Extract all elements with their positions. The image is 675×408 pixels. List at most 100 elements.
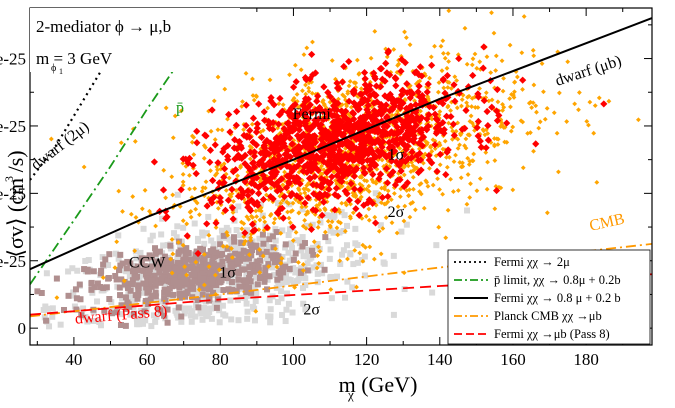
fermi-2sigma-point: [232, 125, 238, 131]
ccw-1sigma-point: [148, 283, 155, 290]
y-tick-label: 6e-25: [0, 117, 26, 136]
fermi-2sigma-point: [346, 83, 352, 89]
fermi-2sigma-point: [383, 162, 389, 168]
ccw-2sigma-point: [252, 274, 259, 281]
ccw-2sigma-point: [347, 250, 354, 257]
fermi-1sigma-point: [383, 179, 392, 187]
fermi-2sigma-point: [345, 256, 350, 262]
fermi-2sigma-point: [452, 74, 458, 80]
fermi-1sigma-point: [370, 113, 379, 121]
fermi-1sigma-point: [250, 175, 258, 183]
ccw-2sigma-point: [344, 222, 351, 229]
fermi-1sigma-point: [310, 135, 318, 143]
fermi-2sigma-point: [502, 139, 508, 145]
fermi-1sigma-point: [377, 103, 385, 111]
fermi-2sigma-point: [378, 251, 384, 257]
fermi-2sigma-point: [244, 214, 250, 220]
fermi-2sigma-point: [397, 194, 403, 200]
ccw-1sigma-point: [216, 273, 223, 280]
ccw-2sigma-point: [201, 240, 208, 247]
ccw-2sigma-point: [292, 269, 299, 276]
fermi-1sigma-point: [280, 193, 289, 201]
legend-label: p̄ limit, χχ → 0.8μ + 0.2b: [494, 273, 621, 287]
ccw-2sigma-point: [70, 292, 77, 299]
ccw-2sigma-point: [211, 300, 218, 307]
fermi-1sigma-point: [349, 154, 357, 162]
fermi-2sigma-point: [428, 144, 434, 150]
fermi-1sigma-point: [248, 220, 257, 228]
fermi-1sigma-point: [291, 149, 299, 157]
fermi-1sigma-point: [391, 102, 399, 110]
fermi-1sigma-point: [237, 185, 245, 193]
fermi-2sigma-point: [170, 251, 176, 257]
fermi-1sigma-point: [330, 145, 338, 153]
ccw-2sigma-point: [390, 252, 397, 259]
fermi-1sigma-point: [246, 148, 254, 156]
fermi-2sigma-point: [507, 42, 513, 48]
ccw-2sigma-point: [49, 305, 56, 312]
ccw-2sigma-point: [127, 311, 134, 318]
fermi-1sigma-point: [408, 115, 417, 124]
fermi-1sigma-point: [347, 145, 355, 153]
ccw-1sigma-point: [261, 275, 268, 282]
fermi-2sigma-point: [303, 82, 308, 88]
fermi-2sigma-point: [342, 228, 348, 234]
ccw-2sigma-point: [57, 321, 64, 328]
fermi-2sigma-point: [369, 104, 375, 110]
fermi-2sigma-point: [433, 153, 439, 159]
fermi-1sigma-point: [428, 159, 436, 167]
annotation-label: 1σ: [219, 265, 236, 282]
fermi-2sigma-point: [169, 237, 175, 242]
fermi-1sigma-point: [479, 64, 487, 72]
fermi-2sigma-point: [441, 51, 446, 56]
ccw-1sigma-point: [146, 280, 153, 287]
ccw-1sigma-point: [243, 289, 250, 296]
fermi-2sigma-point: [469, 62, 475, 68]
fermi-1sigma-point: [450, 131, 458, 139]
fermi-1sigma-point: [260, 142, 268, 150]
ccw-1sigma-point: [260, 240, 267, 247]
fermi-2sigma-point: [168, 256, 174, 262]
ccw-1sigma-point: [100, 285, 107, 292]
ccw-1sigma-point: [162, 297, 169, 304]
ccw-1sigma-point: [224, 245, 231, 252]
fermi-2sigma-point: [239, 103, 245, 109]
ccw-2sigma-point: [354, 259, 361, 266]
y-tick-label: 4e-25: [0, 184, 26, 203]
fermi-1sigma-point: [306, 101, 314, 109]
fermi-1sigma-point: [374, 128, 382, 136]
fermi-2sigma-point: [243, 70, 249, 76]
ccw-2sigma-point: [216, 319, 223, 326]
ccw-2sigma-point: [188, 318, 195, 325]
ccw-1sigma-point: [178, 313, 185, 320]
fermi-2sigma-point: [334, 225, 340, 231]
fermi-1sigma-point: [334, 192, 342, 200]
fermi-1sigma-point: [216, 198, 225, 206]
fermi-1sigma-point: [245, 205, 254, 213]
fermi-2sigma-point: [306, 80, 312, 86]
fermi-1sigma-point: [283, 162, 291, 170]
fermi-1sigma-point: [322, 114, 330, 123]
x-axis-title: m (GeV): [339, 372, 418, 397]
fermi-1sigma-point: [183, 232, 191, 240]
ccw-1sigma-point: [189, 263, 196, 270]
ccw-1sigma-point: [299, 243, 306, 250]
fermi-2sigma-point: [372, 214, 378, 220]
ccw-1sigma-point: [184, 288, 191, 295]
ccw-1sigma-point: [211, 253, 218, 260]
ccw-1sigma-point: [304, 267, 311, 274]
ccw-2sigma-point: [304, 253, 311, 260]
ccw-1sigma-point: [233, 268, 240, 275]
ccw-2sigma-point: [267, 319, 274, 326]
fermi-1sigma-point: [209, 176, 217, 185]
ccw-1sigma-point: [246, 264, 253, 271]
fermi-2sigma-point: [442, 138, 448, 144]
fermi-1sigma-point: [307, 225, 316, 234]
ccw-1sigma-point: [152, 289, 159, 296]
fermi-1sigma-point: [344, 123, 352, 131]
ccw-1sigma-point: [122, 322, 129, 329]
ccw-1sigma-point: [214, 265, 221, 272]
ccw-1sigma-point: [81, 266, 88, 273]
fermi-2sigma-point: [472, 105, 478, 110]
fermi-1sigma-point: [308, 108, 317, 116]
